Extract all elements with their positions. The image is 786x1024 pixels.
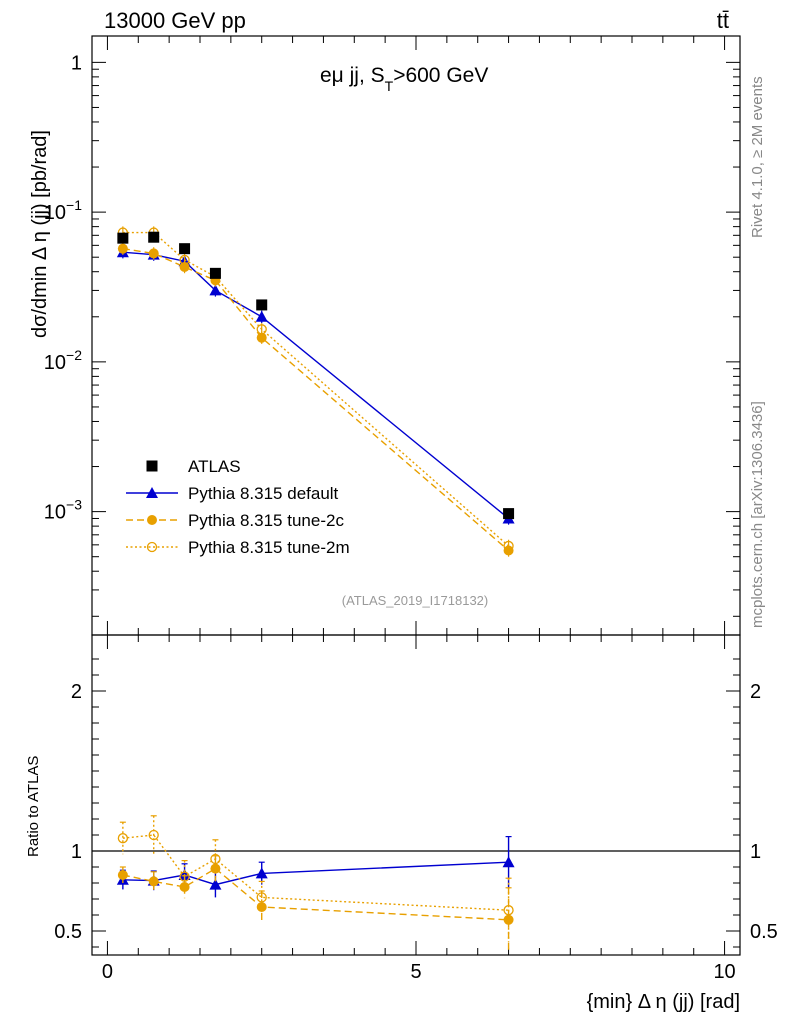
y-axis-title: dσ/dmin Δ η (jj) [pb/rad] — [29, 130, 51, 338]
marker-pythia-8-315-tune-2c — [148, 876, 159, 887]
marker-pythia-8-315-tune-2c — [117, 243, 128, 254]
marker-atlas — [209, 267, 221, 279]
ratio-y-axis-title: Ratio to ATLAS — [25, 756, 42, 857]
y-tick-label: 10−3 — [44, 497, 82, 524]
plot-title-sub: T — [385, 78, 394, 94]
marker-pythia-8-315-tune-2m — [210, 853, 221, 865]
plot-title-tail: >600 GeV — [393, 64, 488, 87]
y-tick-label: 10−2 — [44, 347, 82, 374]
marker-atlas — [117, 232, 129, 244]
ratio-plot-frame — [91, 634, 741, 956]
legend-label-pythia-8-315-tune-2c: Pythia 8.315 tune-2c — [188, 511, 344, 530]
marker-pythia-8-315-tune-2m — [148, 829, 159, 841]
ratio-tick-label: 1 — [71, 841, 82, 863]
main-series — [116, 226, 515, 557]
legend-label-pythia-8-315-default: Pythia 8.315 default — [188, 484, 339, 503]
x-tick-label: 5 — [410, 961, 421, 983]
marker-atlas — [146, 460, 158, 472]
marker-pythia-8-315-default — [146, 487, 158, 498]
plot-title-main: eμ jj, S — [320, 64, 385, 87]
ratio-tick-label: 2 — [71, 681, 82, 703]
ratio-tick-label: 2 — [750, 681, 761, 703]
process-label: tt̄ — [717, 8, 729, 33]
marker-pythia-8-315-tune-2c — [256, 902, 267, 912]
ratio-line-pythia-8-315-tune-2m — [122, 834, 509, 911]
marker-atlas — [503, 508, 515, 520]
legend-label-atlas: ATLAS — [188, 457, 241, 476]
marker-pythia-8-315-tune-2m — [179, 254, 190, 266]
marker-pythia-8-315-default — [209, 878, 222, 890]
x-axis-title: {min} Δ η (jj) [rad] — [587, 991, 740, 1013]
marker-pythia-8-315-tune-2c — [147, 515, 157, 525]
ratio-line-pythia-8-315-tune-2c — [122, 867, 509, 921]
marker-pythia-8-315-tune-2c — [256, 332, 267, 343]
rivet-label: Rivet 4.1.0, ≥ 2M events — [749, 76, 766, 238]
y-tick-label: 1 — [71, 52, 82, 74]
marker-atlas — [148, 231, 160, 243]
axis-ticks — [92, 36, 740, 955]
marker-pythia-8-315-tune-2m — [256, 324, 267, 335]
y-tick-label: 10−1 — [44, 197, 82, 224]
ratio-tick-label: 1 — [750, 841, 761, 863]
line-pythia-8-315-default — [122, 251, 510, 520]
marker-pythia-8-315-default — [255, 867, 268, 879]
ratio-tick-label: 0.5 — [54, 921, 82, 943]
marker-pythia-8-315-tune-2c — [148, 248, 159, 259]
energy-label: 13000 GeV pp — [104, 8, 246, 33]
x-tick-label: 10 — [713, 961, 735, 983]
marker-pythia-8-315-tune-2m — [503, 540, 514, 552]
legend-label-pythia-8-315-tune-2m: Pythia 8.315 tune-2m — [188, 538, 350, 557]
marker-atlas — [256, 299, 268, 311]
line-pythia-8-315-tune-2c — [122, 247, 510, 552]
plot-title: eμ jj, ST>600 GeV — [320, 64, 488, 94]
axis-tick-labels: 0 5 10 1 10−1 10−2 10−3 2 2 1 1 0.5 0.5 — [44, 52, 778, 983]
marker-pythia-8-315-tune-2m — [503, 905, 514, 916]
marker-pythia-8-315-tune-2c — [179, 882, 190, 892]
analysis-id: (ATLAS_2019_I1718132) — [342, 593, 488, 608]
marker-pythia-8-315-tune-2m — [117, 833, 129, 844]
marker-pythia-8-315-default — [255, 310, 268, 322]
marker-pythia-8-315-tune-2c — [117, 870, 128, 880]
marker-pythia-8-315-default — [209, 284, 222, 296]
marker-atlas — [179, 243, 191, 255]
x-tick-label: 0 — [102, 961, 113, 983]
legend: ATLAS Pythia 8.315 default Pythia 8.315 tu… — [126, 457, 350, 557]
ratio-tick-label: 0.5 — [750, 921, 778, 943]
marker-pythia-8-315-tune-2c — [179, 262, 190, 273]
marker-pythia-8-315-tune-2m — [146, 541, 158, 553]
marker-pythia-8-315-tune-2m — [256, 892, 267, 903]
marker-pythia-8-315-tune-2m — [179, 871, 190, 882]
mcplots-label: mcplots.cern.ch [arXiv:1306.3436] — [749, 401, 766, 628]
marker-pythia-8-315-default — [502, 856, 515, 868]
ratio-series — [116, 815, 515, 952]
